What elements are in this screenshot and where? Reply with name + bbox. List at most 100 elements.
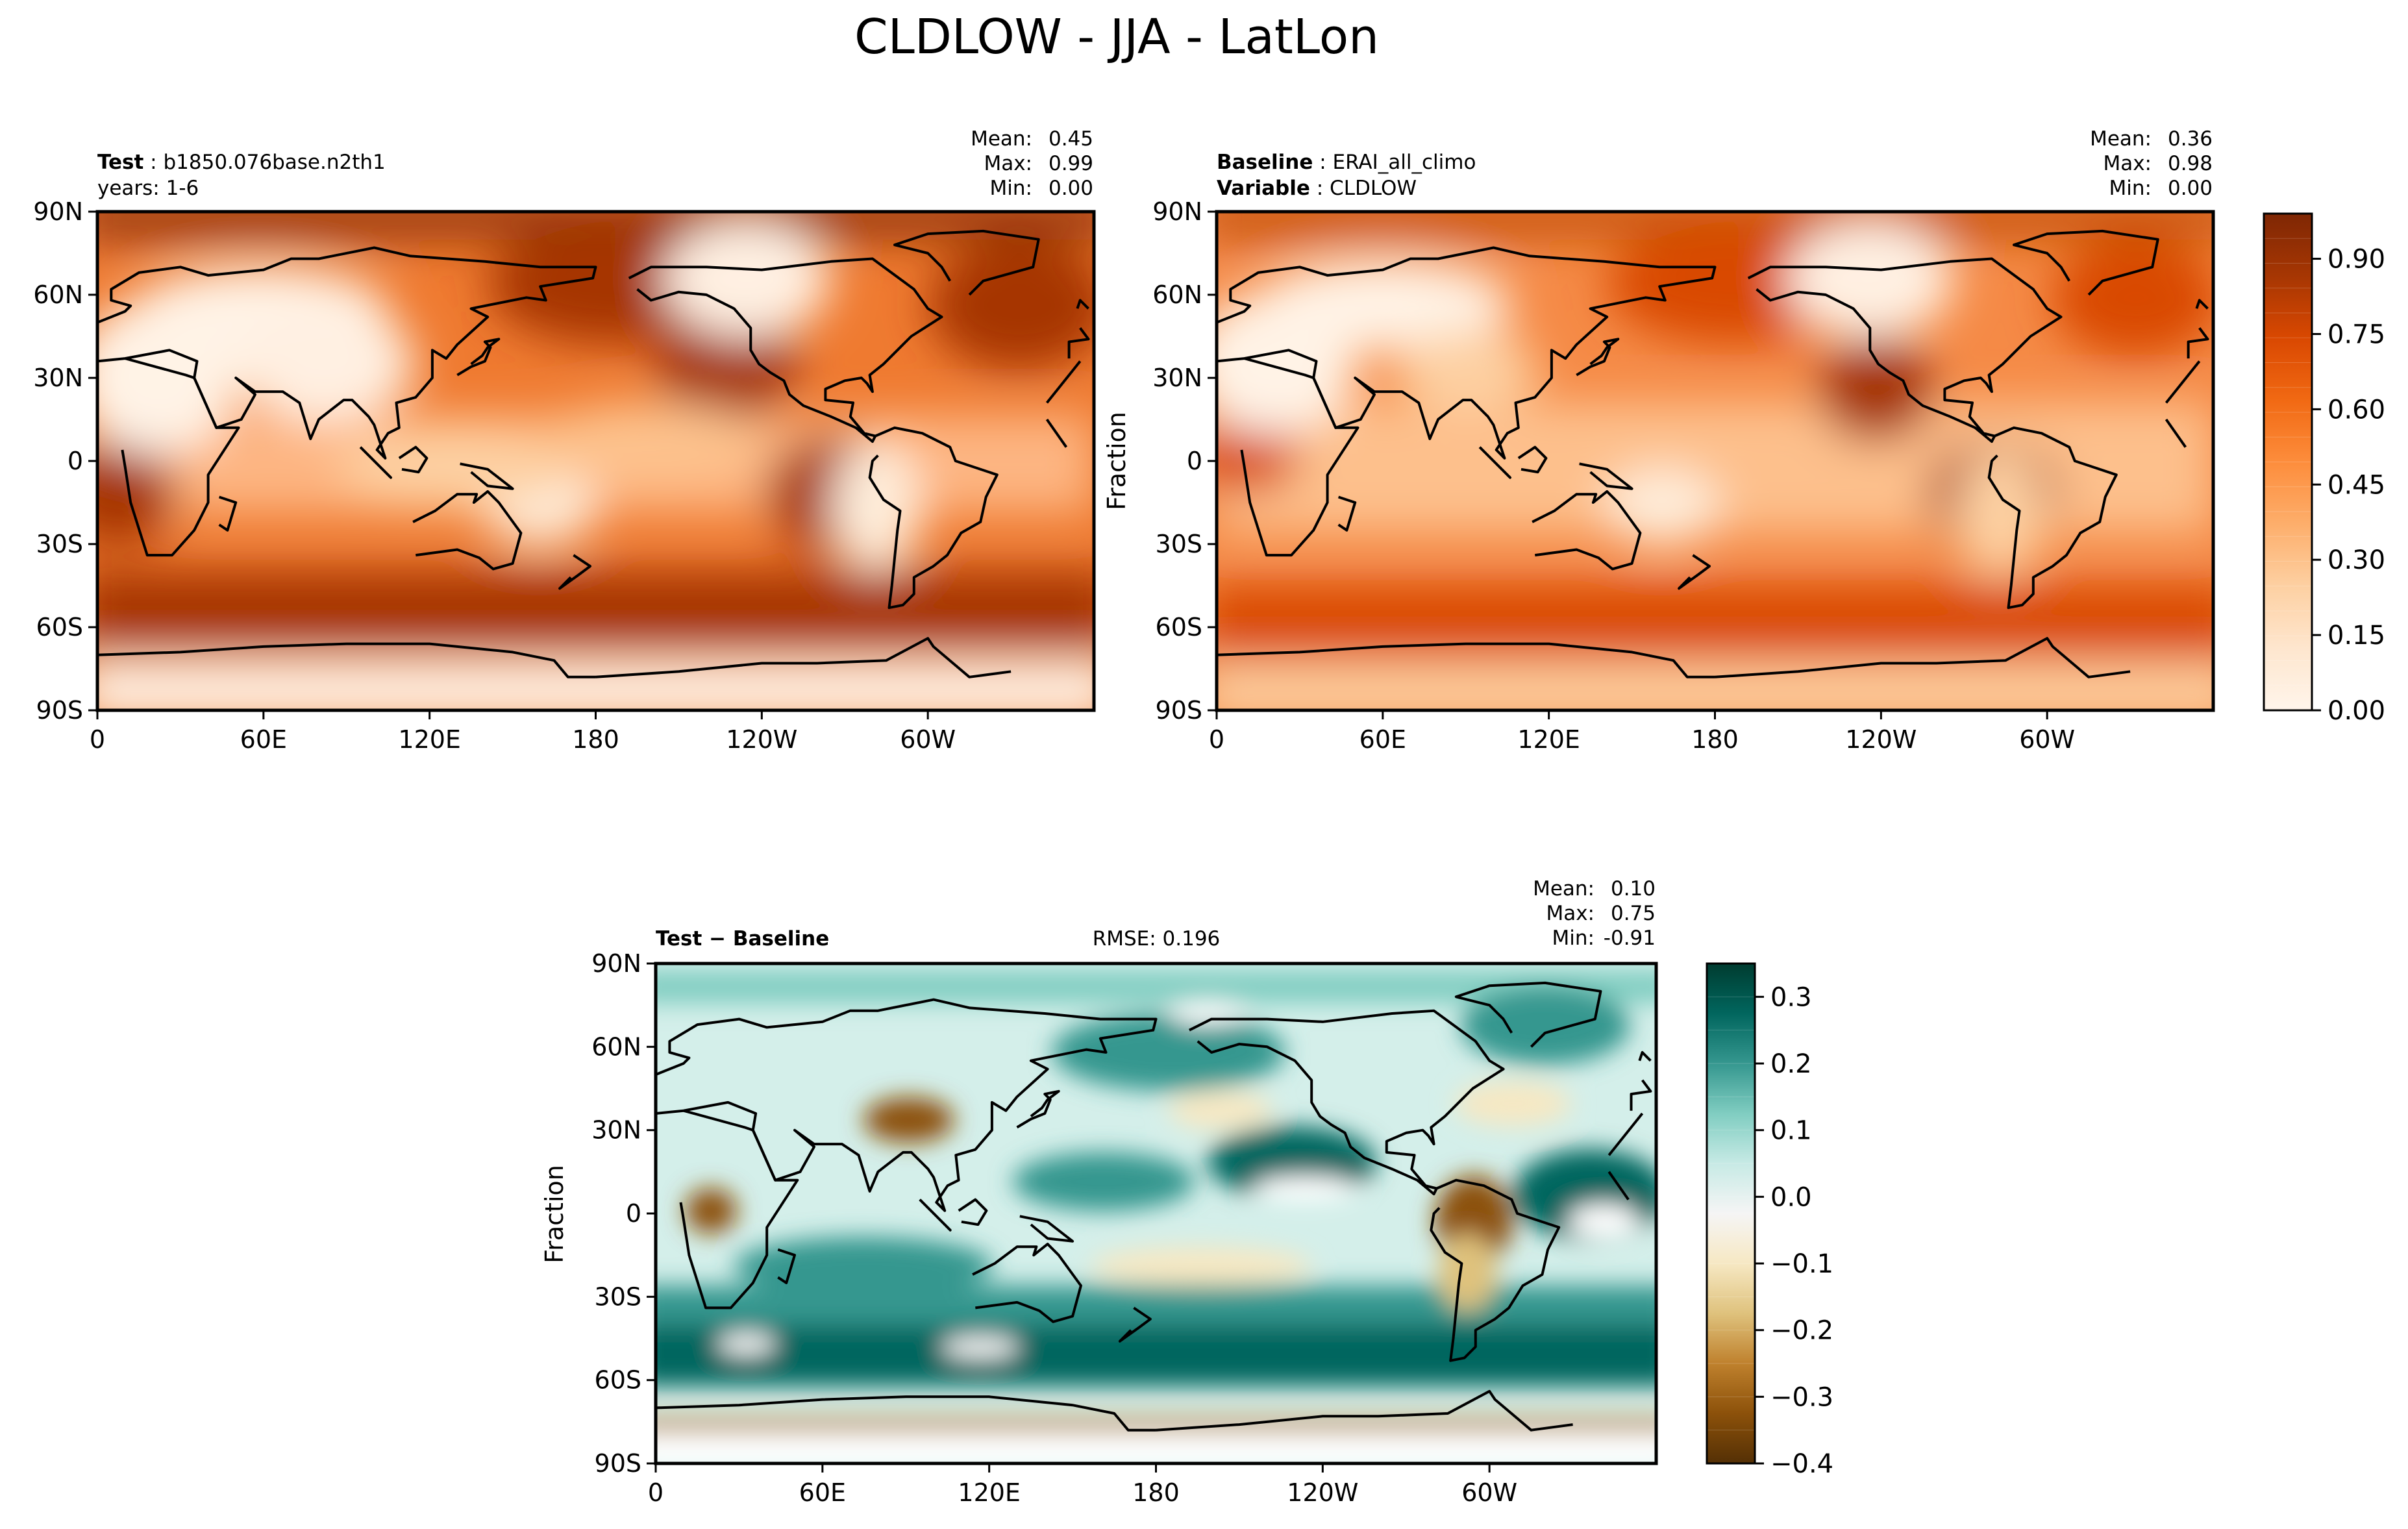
coastline <box>2165 418 2187 448</box>
y-tick-label: 60N <box>591 1032 641 1061</box>
colorbar-tick-label: 0.45 <box>2327 470 2385 500</box>
coastline <box>1216 246 1717 460</box>
colorbar-fill <box>1707 963 1755 1463</box>
panel-baseline-title-line1: Baseline : ERAI_all_climo <box>1217 151 1476 174</box>
stat-label: Min: <box>990 177 1032 200</box>
coastline <box>655 1395 1156 1432</box>
stat-value: 0.75 <box>1611 902 1656 925</box>
coastline <box>1576 338 1620 377</box>
coastline <box>893 229 1040 296</box>
x-tick-label: 120E <box>958 1478 1021 1507</box>
y-tick-label: 30S <box>595 1282 641 1311</box>
panel-diff-stats: Mean: 0.10 Max: 0.75 Min: -0.91 <box>1533 877 1656 950</box>
coastline <box>919 1199 952 1232</box>
coastline <box>1987 426 2118 610</box>
x-tick-label: 180 <box>1691 725 1739 754</box>
y-tick-label: 60S <box>1156 613 1202 641</box>
y-tick-label: 0 <box>68 447 83 475</box>
y-tick-label: 30N <box>33 364 83 392</box>
stat-label: Max: <box>984 152 1032 175</box>
x-tick-label: 120E <box>1517 725 1580 754</box>
coastline <box>1678 554 1711 590</box>
coastline <box>958 1198 988 1226</box>
coastline <box>1067 327 1090 359</box>
panel-diff: Test − Baseline RMSE: 0.196 Mean: 0.10 M… <box>540 877 1658 1507</box>
stat-value: 0.98 <box>2168 152 2213 175</box>
panel-diff-axes: 0 60E 120E 180 120W 60W 90N 60N 30N 0 30S 60S 90S <box>591 949 1517 1507</box>
y-tick-label: 90N <box>33 197 83 226</box>
colorbar-tick-label: −0.4 <box>1770 1449 1833 1479</box>
colorbar-tick-label: 0.00 <box>2327 696 2385 726</box>
stat-label: Mean: <box>1533 877 1595 901</box>
coastline <box>1638 1050 1652 1062</box>
y-tick-label: 90S <box>1156 696 1202 725</box>
coastline <box>2165 360 2201 404</box>
coastline <box>595 637 1012 678</box>
x-tick-label: 60W <box>900 725 956 754</box>
y-tick-label: 90S <box>595 1449 641 1478</box>
coastline <box>1045 418 1068 448</box>
coastline <box>2187 327 2209 359</box>
panel-diff-ylabel: Fraction <box>540 1165 569 1263</box>
panel-baseline-title-line2: Variable : CLDLOW <box>1217 177 1417 200</box>
x-tick-label: 120W <box>726 725 797 754</box>
stat-value: 0.36 <box>2168 127 2213 151</box>
stat-value: 0.00 <box>2168 177 2213 200</box>
colorbar-tick-label: 0.60 <box>2327 395 2385 425</box>
colorbar-fill <box>2264 214 2312 710</box>
coastline <box>1076 299 1089 310</box>
stat-value: 0.99 <box>1049 152 1093 175</box>
coastline <box>1747 257 2063 443</box>
coastline <box>1630 1079 1652 1111</box>
coastline <box>218 495 238 532</box>
colorbar-frame <box>1706 962 1756 1465</box>
panel-test-field <box>97 212 1094 710</box>
colorbar-tick-label: 0.3 <box>1770 982 1812 1012</box>
panel-diff-coastlines <box>655 981 1652 1432</box>
coastline <box>456 338 501 377</box>
coastline <box>972 1243 1082 1323</box>
colorbar-tick-label: 0.15 <box>2327 621 2385 651</box>
coastline <box>868 426 999 610</box>
colorbar-tick-label: −0.1 <box>1770 1249 1833 1279</box>
x-tick-label: 120W <box>1845 725 1917 754</box>
x-tick-label: 60W <box>1461 1478 1517 1507</box>
coastline <box>1216 642 1715 678</box>
coastline <box>2013 229 2159 296</box>
panel-test-title-line1: Test : b1850.076base.n2th1 <box>97 151 386 174</box>
coastline <box>97 246 597 460</box>
coastline <box>359 446 392 479</box>
y-tick-label: 60S <box>595 1366 641 1395</box>
coastline <box>460 462 514 490</box>
coastline <box>1532 490 1642 571</box>
coastline <box>1517 445 1548 474</box>
colorbar-tick-label: −0.2 <box>1770 1316 1833 1346</box>
colorbar-tick-label: 0.0 <box>1770 1182 1812 1212</box>
coastline <box>1016 1089 1060 1129</box>
x-tick-label: 0 <box>1209 725 1224 754</box>
coastline <box>1715 637 2131 678</box>
stat-label: Mean: <box>2090 127 2152 151</box>
panel-diff-title: Test − Baseline <box>656 927 829 951</box>
panel-test-title-line2: years: 1-6 <box>97 177 199 200</box>
coastline <box>398 445 428 474</box>
panel-baseline-coastlines <box>1216 229 2209 678</box>
y-tick-label: 60S <box>36 613 83 641</box>
x-tick-label: 60E <box>799 1478 846 1507</box>
panel-test-stats: Mean: 0.45 Max: 0.99 Min: 0.00 <box>971 127 1093 200</box>
coastline <box>558 554 591 590</box>
coastline <box>1118 1306 1152 1343</box>
coastline <box>1156 1389 1573 1432</box>
stat-label: Mean: <box>971 127 1032 151</box>
coastline <box>1019 1215 1074 1243</box>
y-tick-label: 30N <box>1152 364 1202 392</box>
coastline <box>2195 299 2209 310</box>
panel-diff-rmse: RMSE: 0.196 <box>1093 927 1221 951</box>
x-tick-label: 0 <box>648 1478 664 1507</box>
stat-value: -0.91 <box>1604 926 1656 950</box>
coastline <box>1607 1171 1630 1200</box>
coastline <box>1478 446 1511 479</box>
panel-baseline-ylabel: Fraction <box>1102 412 1131 510</box>
y-tick-label: 60N <box>1152 280 1202 309</box>
stat-label: Max: <box>2103 152 2152 175</box>
